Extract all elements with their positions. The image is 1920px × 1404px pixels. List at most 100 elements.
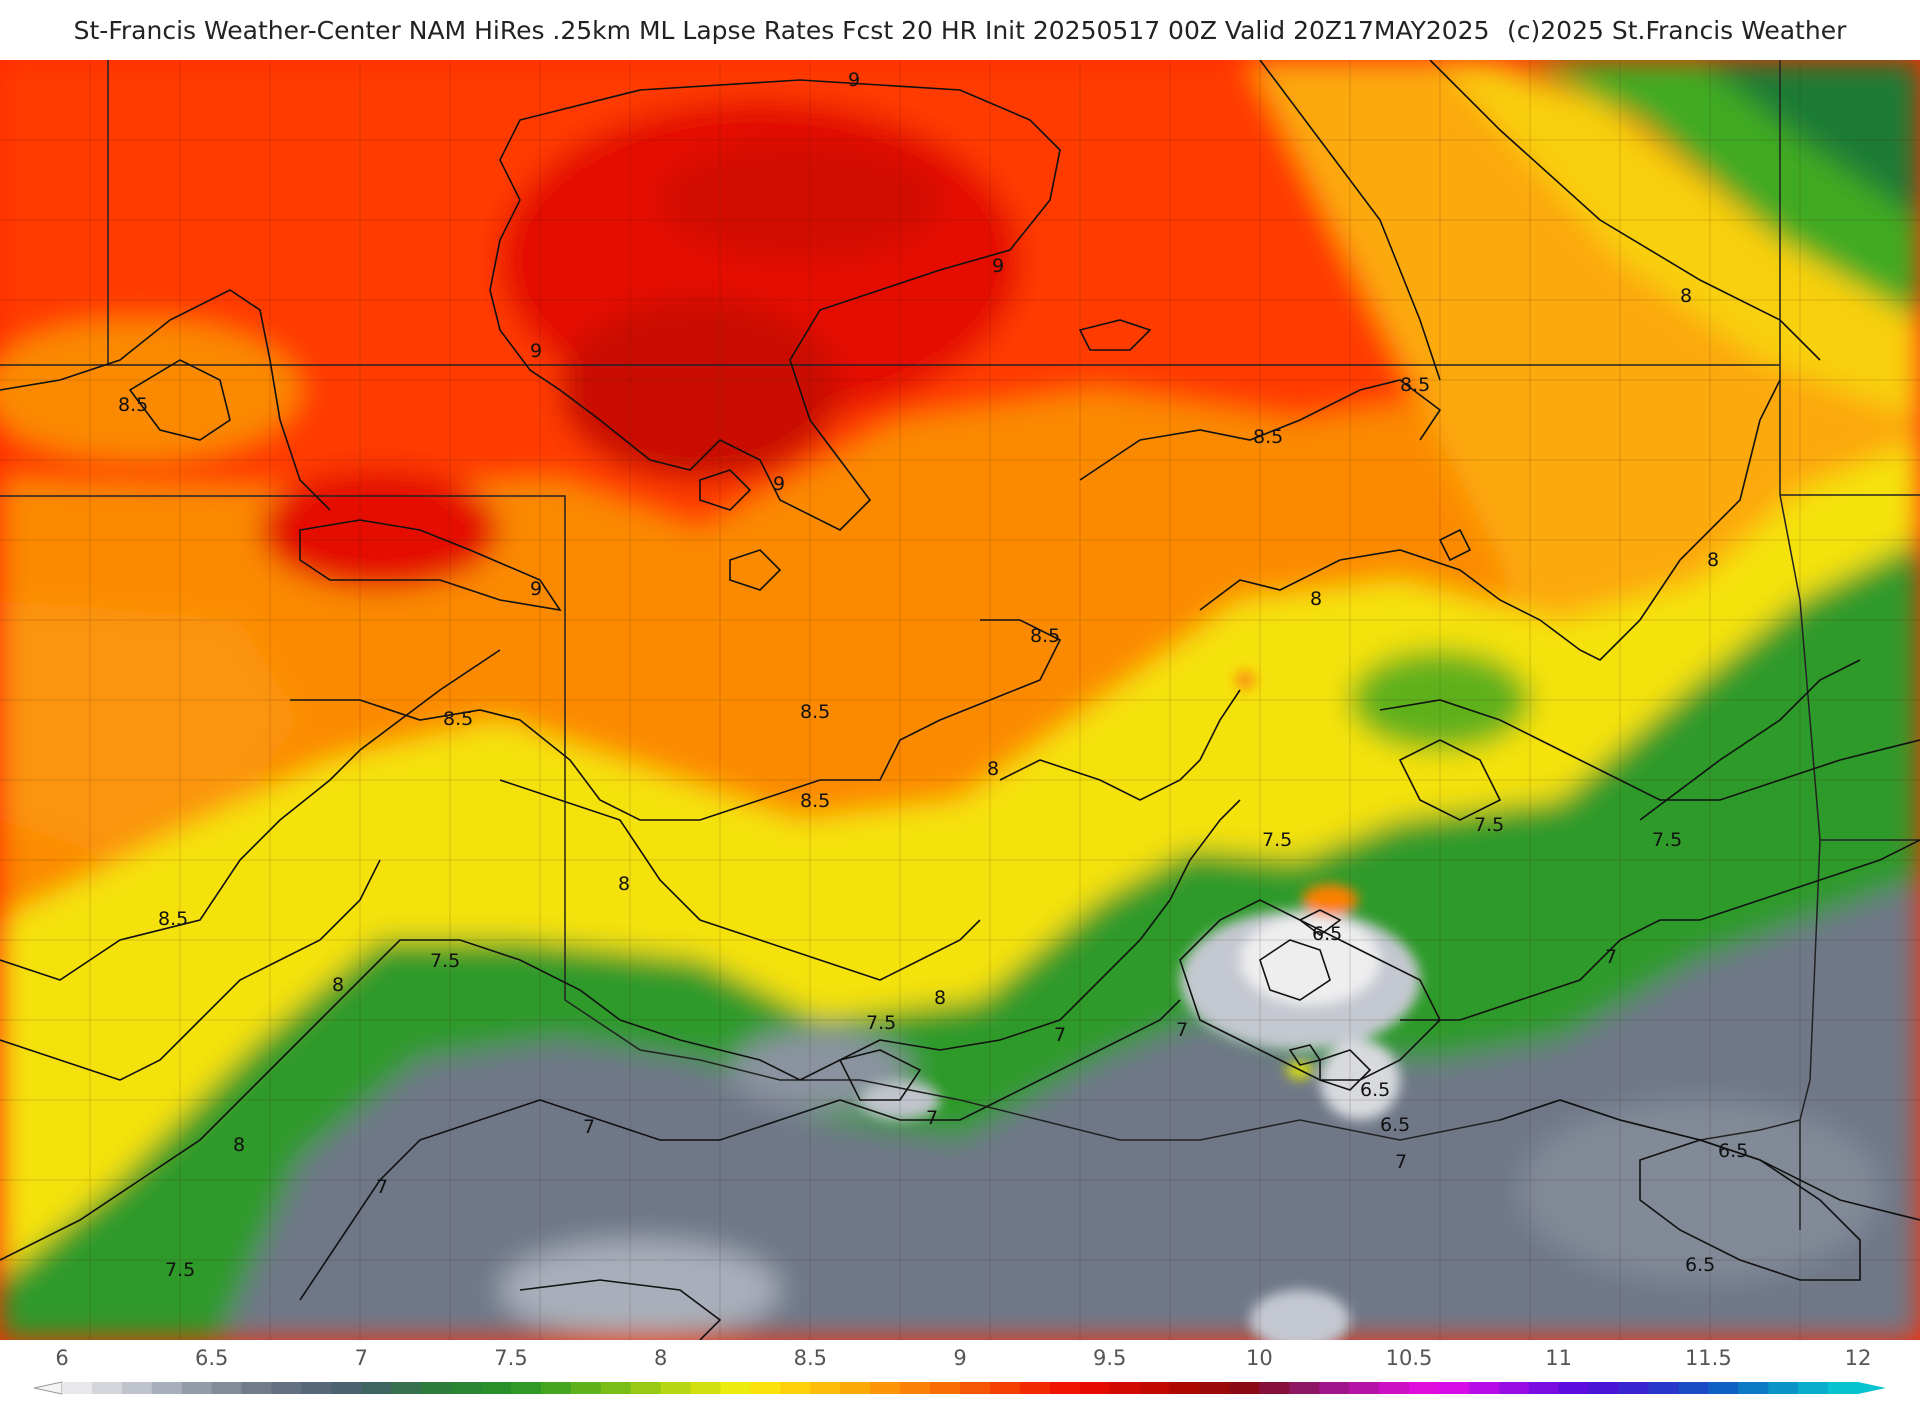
colorbar-swatch bbox=[870, 1382, 901, 1394]
contour-label: 8 bbox=[1680, 285, 1692, 307]
colorbar-tick-label: 7.5 bbox=[494, 1346, 528, 1370]
colorbar-swatch bbox=[540, 1382, 572, 1394]
contour-lines bbox=[0, 60, 1920, 1340]
colorbar-swatch bbox=[900, 1382, 931, 1394]
contour-label: 9 bbox=[992, 255, 1004, 277]
colorbar-swatch bbox=[750, 1382, 781, 1394]
contour-label: 7.5 bbox=[1474, 814, 1504, 836]
colorbar-swatch bbox=[421, 1382, 452, 1394]
contour-label: 8.5 bbox=[1400, 374, 1430, 396]
colorbar-swatch bbox=[840, 1382, 871, 1394]
contour-label: 9 bbox=[530, 340, 542, 362]
contour-label: 6.5 bbox=[1312, 923, 1342, 945]
weather-map[interactable]: 9 9 9 9 9 8.5 8.5 8.5 8.5 8.5 8.5 8.5 8.… bbox=[0, 60, 1920, 1340]
colorbar-swatch bbox=[1349, 1382, 1380, 1394]
contour-label: 8 bbox=[934, 987, 946, 1009]
colorbar-swatch bbox=[690, 1382, 722, 1394]
contour-label: 7.5 bbox=[1262, 829, 1292, 851]
contour-label: 7.5 bbox=[165, 1259, 195, 1281]
colorbar-swatch bbox=[391, 1382, 422, 1394]
colorbar-swatch bbox=[181, 1382, 213, 1394]
colorbar-swatch bbox=[121, 1382, 153, 1394]
colorbar-swatch bbox=[570, 1382, 602, 1394]
map-title: St-Francis Weather-Center NAM HiRes .25k… bbox=[73, 15, 1490, 45]
lapse-rate-field: 9 9 9 9 9 8.5 8.5 8.5 8.5 8.5 8.5 8.5 8.… bbox=[0, 60, 1920, 1340]
contour-label: 8.5 bbox=[800, 790, 830, 812]
low-lapse-core bbox=[860, 670, 1420, 1340]
contour-label: 8.5 bbox=[1030, 625, 1060, 647]
colorbar-swatch bbox=[91, 1382, 123, 1394]
colorbar-swatch bbox=[151, 1382, 183, 1394]
colorbar-min-arrow bbox=[33, 1381, 63, 1395]
title-bar: St-Francis Weather-Center NAM HiRes .25k… bbox=[0, 0, 1920, 60]
colorbar-tick-label: 10 bbox=[1245, 1346, 1273, 1370]
colorbar-swatch bbox=[331, 1382, 362, 1394]
colorbar-swatch bbox=[810, 1382, 841, 1394]
colorbar-swatch bbox=[630, 1382, 662, 1394]
colorbar-tick-label: 8 bbox=[653, 1346, 668, 1370]
colorbar-swatch bbox=[1379, 1382, 1410, 1394]
colorbar-tick-label: 6 bbox=[55, 1346, 69, 1370]
colorbar-tick-label: 9 bbox=[953, 1346, 967, 1370]
colorbar-swatch bbox=[1409, 1382, 1440, 1394]
colorbar-tick-label: 12 bbox=[1844, 1346, 1872, 1370]
colorbar-swatch bbox=[989, 1382, 1021, 1394]
colorbar-swatch bbox=[1648, 1382, 1679, 1394]
colorbar-tick-label: 10.5 bbox=[1385, 1346, 1433, 1370]
contour-label: 8.5 bbox=[800, 701, 830, 723]
shaded-field bbox=[0, 60, 1920, 1340]
colorbar-swatch bbox=[1319, 1382, 1350, 1394]
colorbar-swatch bbox=[1618, 1382, 1650, 1394]
colorbar-swatch bbox=[1498, 1382, 1530, 1394]
contour-label: 8 bbox=[618, 873, 630, 895]
colorbar-swatch bbox=[780, 1382, 811, 1394]
colorbar-tick-label: 11 bbox=[1545, 1346, 1573, 1370]
colorbar-swatch bbox=[1019, 1382, 1051, 1394]
colorbar-swatch bbox=[301, 1382, 332, 1394]
colorbar-swatch bbox=[1798, 1382, 1829, 1394]
colorbar-swatch bbox=[1828, 1382, 1859, 1394]
contour-label: 6.5 bbox=[1685, 1254, 1715, 1276]
colorbar-swatch bbox=[720, 1382, 752, 1394]
contour-label: 7 bbox=[1054, 1024, 1066, 1046]
contour-label: 9 bbox=[530, 578, 542, 600]
contour-label: 7.5 bbox=[430, 950, 460, 972]
colorbar-swatch bbox=[1678, 1382, 1709, 1394]
colorbar-tick-label: 11.5 bbox=[1684, 1346, 1732, 1370]
contour-label: 8 bbox=[1310, 588, 1322, 610]
colorbar-scale bbox=[33, 1381, 1886, 1395]
colorbar-tick-label: 7 bbox=[354, 1346, 369, 1370]
contour-label: 7.5 bbox=[1652, 829, 1682, 851]
contour-label: 6.5 bbox=[1718, 1140, 1748, 1162]
colorbar-swatch bbox=[361, 1382, 392, 1394]
contour-label: 9 bbox=[773, 473, 785, 495]
colorbar-tick-label: 6.5 bbox=[194, 1346, 229, 1370]
contour-label: 7 bbox=[926, 1107, 938, 1129]
colorbar-swatch bbox=[241, 1382, 273, 1394]
contour-label: 8 bbox=[233, 1134, 245, 1156]
colorbar-swatch bbox=[1139, 1382, 1171, 1394]
contour-label: 7.5 bbox=[866, 1012, 896, 1034]
colorbar-swatch bbox=[1199, 1382, 1230, 1394]
colorbar-swatch bbox=[1438, 1382, 1470, 1394]
colorbar-swatch bbox=[1558, 1382, 1590, 1394]
colorbar-swatch bbox=[1079, 1382, 1111, 1394]
colorbar-swatch bbox=[62, 1382, 93, 1394]
colorbar-tick-label: 9.5 bbox=[1092, 1346, 1127, 1370]
contour-label: 7 bbox=[1395, 1151, 1407, 1173]
contour-label: 6.5 bbox=[1380, 1114, 1410, 1136]
colorbar-swatch bbox=[960, 1382, 991, 1394]
colorbar-swatch bbox=[930, 1382, 961, 1394]
contour-label: 7 bbox=[376, 1176, 388, 1198]
contour-label: 8.5 bbox=[1253, 426, 1283, 448]
colorbar-swatch bbox=[1049, 1382, 1081, 1394]
colorbar-swatch bbox=[1588, 1382, 1620, 1394]
colorbar-swatch bbox=[211, 1382, 243, 1394]
colorbar-swatch bbox=[1229, 1382, 1260, 1394]
contour-label: 6.5 bbox=[1360, 1079, 1390, 1101]
colorbar-swatch bbox=[600, 1382, 632, 1394]
colorbar-swatch bbox=[1169, 1382, 1201, 1394]
colorbar-tick-label: 8.5 bbox=[793, 1346, 828, 1370]
colorbar-swatch bbox=[660, 1382, 692, 1394]
colorbar-swatch bbox=[451, 1382, 482, 1394]
